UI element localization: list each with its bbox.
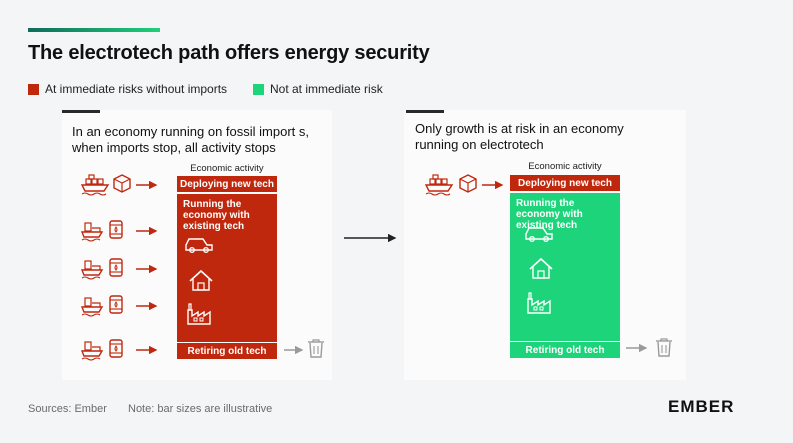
tanker-ship-icon — [81, 341, 103, 361]
right-running-line1: Running the — [516, 197, 575, 209]
left-segment-divider-top — [177, 192, 277, 194]
fuel-import-row-3 — [81, 295, 158, 317]
trash-bin-icon — [307, 339, 325, 358]
footer-sources: Sources: Ember — [28, 403, 107, 415]
left-title-line2: when imports stop, all activity stops — [72, 140, 276, 155]
package-box-icon — [459, 174, 477, 193]
legend-swatch-risk — [28, 83, 39, 95]
left-running-segment: Running the economy with existing tech — [177, 193, 277, 342]
oil-barrel-icon — [109, 220, 123, 239]
tanker-ship-icon — [81, 297, 103, 317]
left-running-line2: economy with — [183, 209, 250, 221]
house-icon — [189, 270, 213, 291]
page-title: The electrotech path offers energy secur… — [28, 42, 430, 64]
fuel-import-row-1 — [81, 220, 158, 242]
right-running-segment: Running the economy with existing tech — [510, 192, 620, 341]
oil-barrel-icon — [109, 339, 123, 358]
package-box-icon — [113, 174, 131, 193]
legend-item-safe: Not at immediate risk — [253, 82, 383, 96]
right-economic-activity-label: Economic activity — [528, 161, 602, 172]
car-icon — [185, 238, 213, 254]
right-activity-bar: Deploying new tech Running the economy w… — [510, 175, 620, 358]
left-activity-bar: Deploying new tech Running the economy w… — [177, 176, 277, 359]
tanker-ship-icon — [81, 260, 103, 280]
ember-logo: EMBER — [668, 397, 735, 416]
left-running-line3: existing tech — [183, 220, 245, 232]
legend-label-safe: Not at immediate risk — [270, 82, 383, 96]
legend-swatch-safe — [253, 83, 264, 95]
right-segment-divider-bottom — [510, 340, 620, 342]
cargo-ship-icon — [425, 174, 453, 196]
right-panel-rule — [406, 110, 444, 113]
footer-note: Note: bar sizes are illustrative — [128, 403, 273, 415]
right-panel-title: Only growth is at risk in an economy run… — [415, 121, 675, 153]
left-segment-divider-bottom — [177, 341, 277, 343]
right-title-line2: running on electrotech — [415, 137, 544, 152]
right-title-line1: Only growth is at risk in an economy — [415, 121, 624, 136]
left-running-line1: Running the — [183, 198, 242, 210]
right-running-line3: existing tech — [516, 219, 578, 231]
house-icon — [529, 258, 553, 279]
fuel-import-row-2 — [81, 258, 158, 280]
legend-item-risk: At immediate risks without imports — [28, 82, 227, 96]
left-retiring-segment: Retiring old tech — [177, 343, 277, 359]
oil-barrel-icon — [109, 258, 123, 277]
factory-icon — [527, 292, 551, 314]
left-panel-rule — [62, 110, 100, 113]
factory-icon — [187, 303, 211, 325]
right-deploying-segment: Deploying new tech — [510, 175, 620, 191]
right-segment-divider-top — [510, 191, 620, 193]
left-title-line1: In an economy running on fossil import s… — [72, 124, 310, 139]
fuel-import-row-4 — [81, 339, 158, 361]
accent-bar — [28, 28, 160, 32]
legend-label-risk: At immediate risks without imports — [45, 82, 228, 96]
car-icon — [525, 227, 553, 243]
cargo-ship-icon — [81, 174, 109, 196]
tanker-ship-icon — [81, 222, 103, 242]
oil-barrel-icon — [109, 295, 123, 314]
right-retiring-segment: Retiring old tech — [510, 342, 620, 358]
left-deploying-segment: Deploying new tech — [177, 176, 277, 192]
left-economic-activity-label: Economic activity — [190, 163, 264, 174]
trash-bin-icon — [655, 338, 673, 357]
left-panel-title: In an economy running on fossil import s… — [72, 124, 332, 156]
right-running-line2: economy with — [516, 208, 583, 220]
